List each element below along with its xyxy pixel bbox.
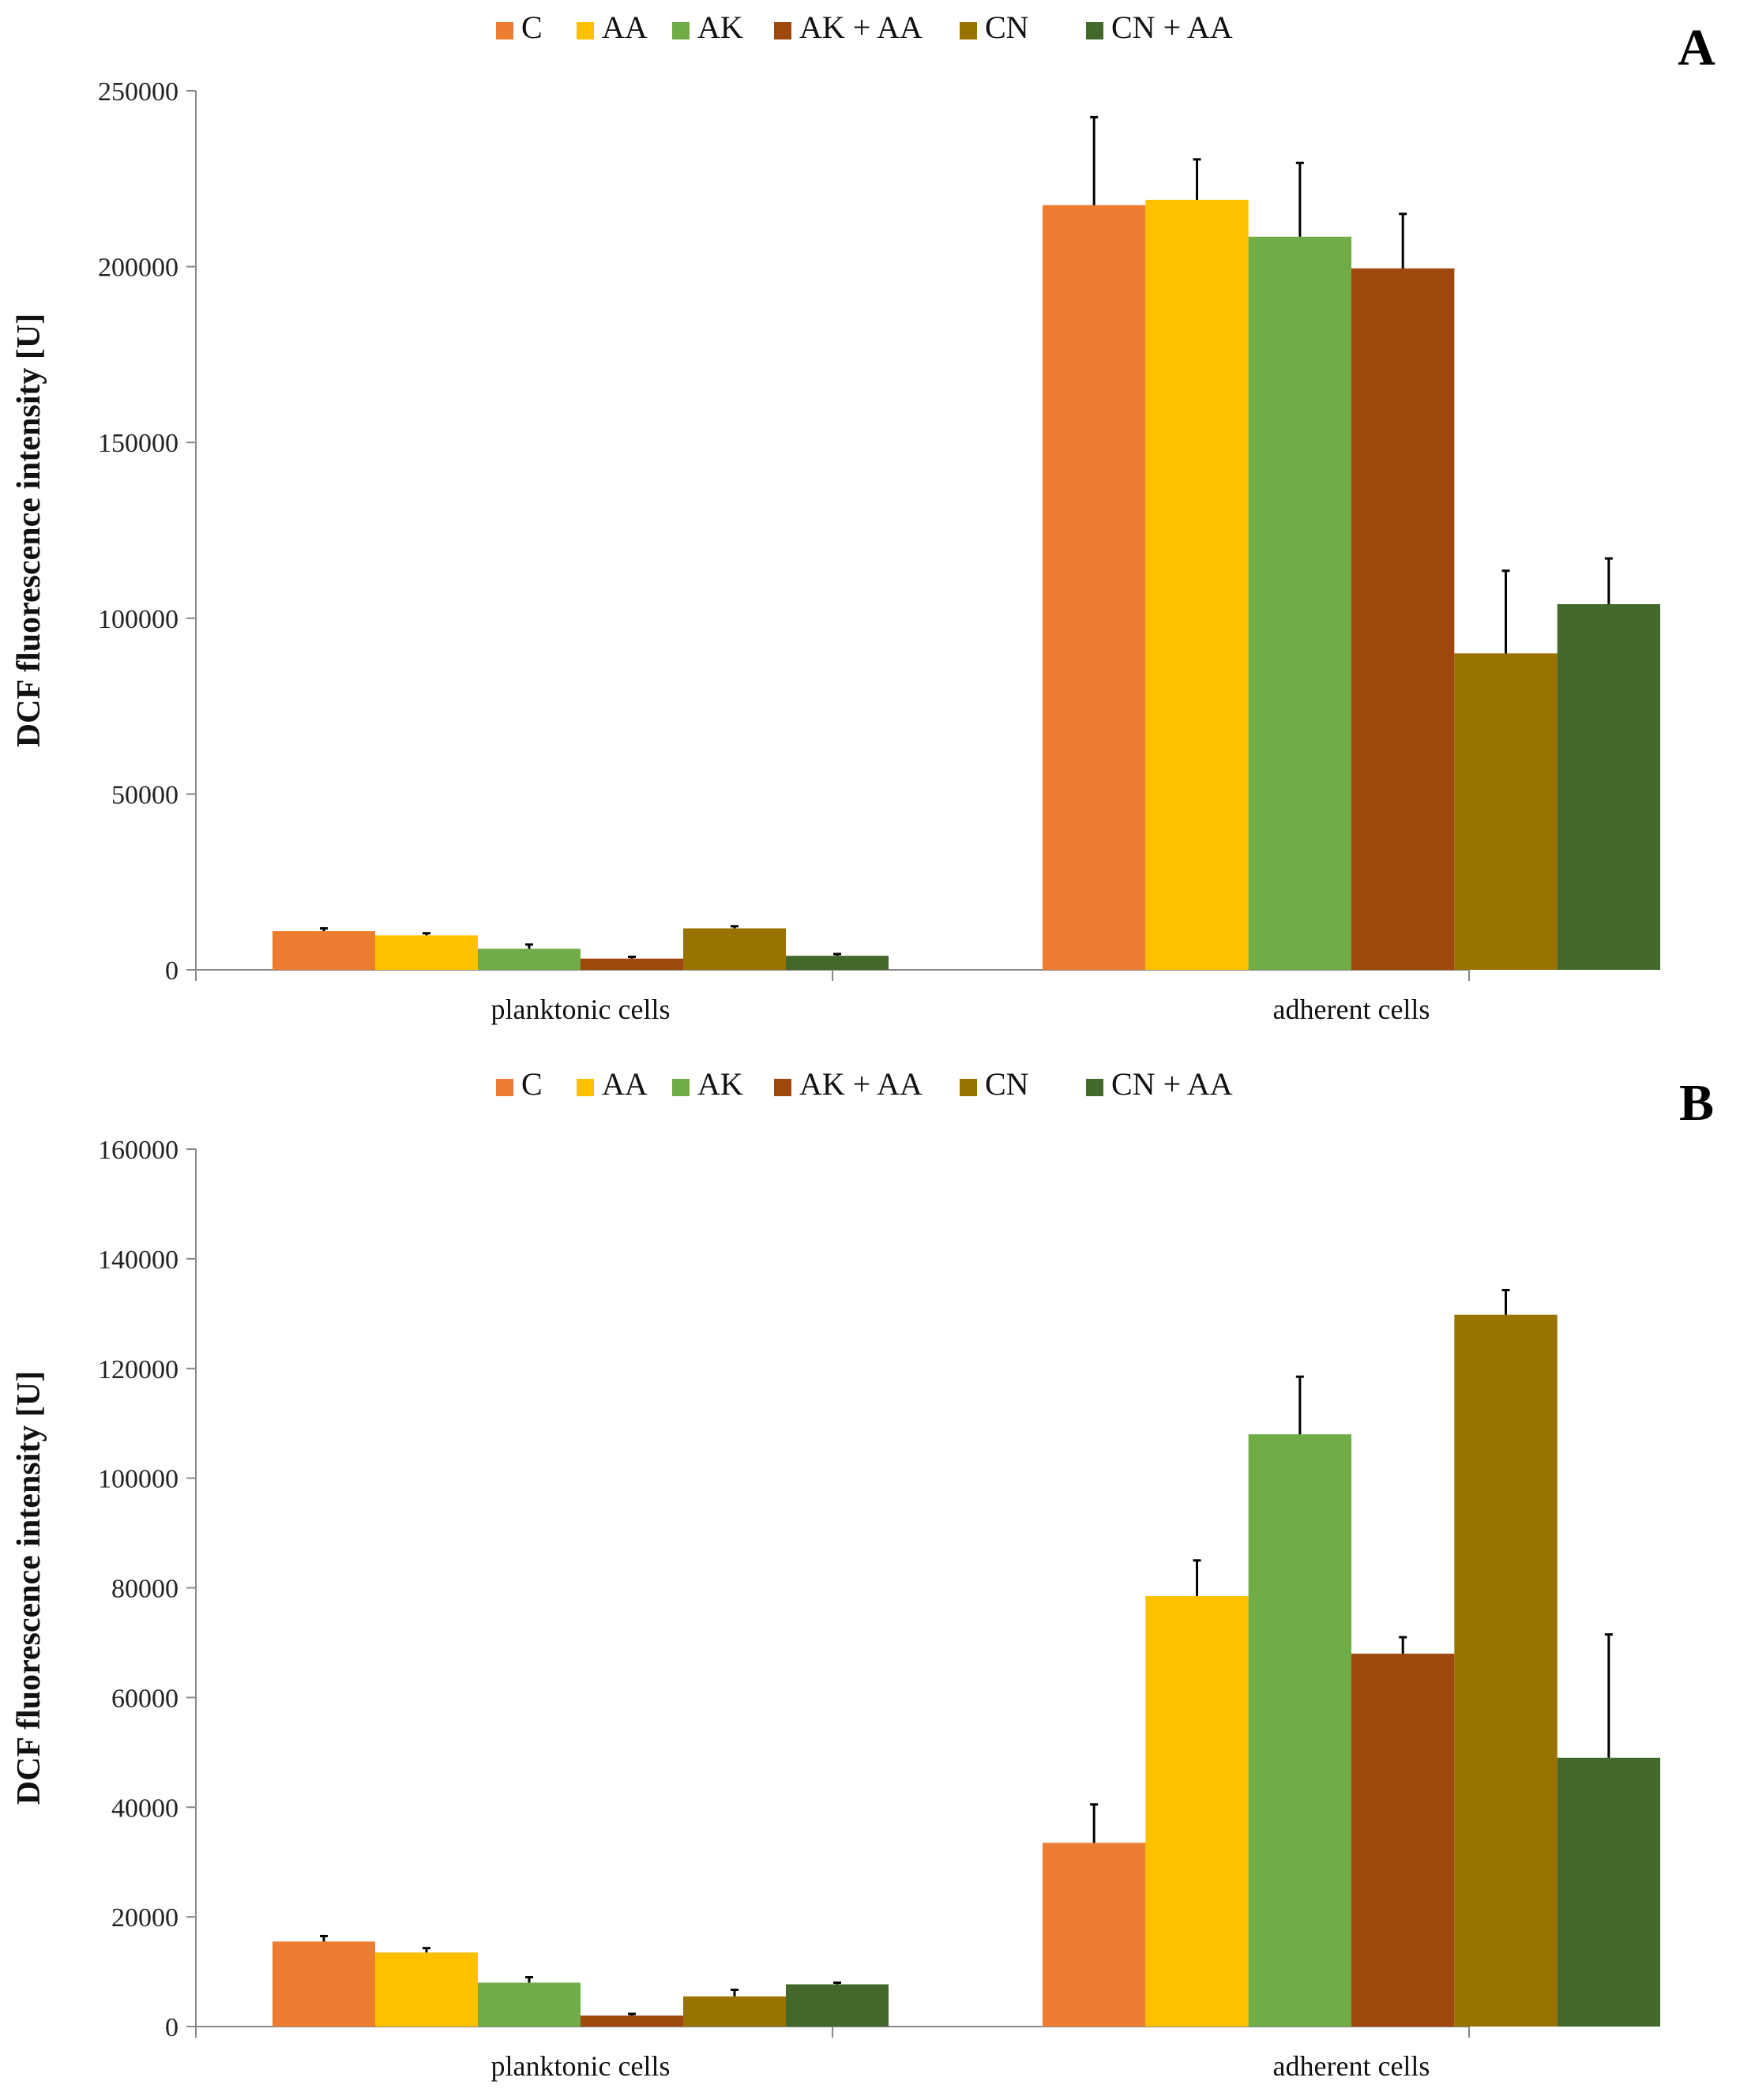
panel-label: B (1679, 1074, 1714, 1132)
y-tick-label: 60000 (111, 1684, 179, 1713)
chart-a-svg: 0 50000 100000 150000 200000 250000 planktonic… (11, 9, 1716, 1025)
legend-swatch (496, 1079, 513, 1096)
category-label: planktonic cells (491, 994, 671, 1025)
chart-panel-b: 0 20000 40000 60000 80000 100000 120000 140000 1… (0, 1050, 1755, 2100)
legend-label: CN + AA (1111, 1066, 1233, 1102)
bar (1454, 1314, 1558, 2027)
legend-label: AA (602, 1066, 648, 1102)
legend-label: AA (602, 9, 648, 45)
bar (1145, 200, 1249, 971)
legend-label: AK + AA (799, 1066, 923, 1102)
y-tick-label: 0 (165, 2013, 179, 2042)
legend-label: C (521, 9, 543, 45)
y-tick-label: 200000 (98, 254, 179, 283)
y-tick-label: 160000 (98, 1136, 179, 1165)
bar (272, 1941, 375, 2027)
y-axis-label: DCF fluorescence intensity [U] (11, 1371, 47, 1805)
legend-label: CN + AA (1111, 9, 1233, 45)
bar (375, 1952, 478, 2027)
bar (1043, 205, 1146, 970)
bar (683, 1996, 786, 2027)
y-tick-label: 250000 (98, 77, 179, 107)
bar (786, 1984, 889, 2027)
legend-label: CN (985, 9, 1029, 45)
legend-swatch (577, 1079, 594, 1096)
legend-label: AK (697, 1066, 743, 1102)
bar (1145, 1595, 1249, 2027)
bar (1557, 1757, 1660, 2027)
bar (1351, 268, 1455, 970)
chart-b-svg: 0 20000 40000 60000 80000 100000 120000 140000 1… (11, 1066, 1714, 2082)
legend-swatch (672, 22, 690, 39)
y-tick-label: 100000 (98, 605, 179, 634)
y-tick-label: 50000 (111, 780, 179, 810)
y-tick-label: 80000 (111, 1575, 179, 1604)
panel-label: A (1678, 19, 1716, 77)
legend-swatch (496, 22, 513, 39)
bar (581, 958, 683, 970)
category-label: adherent cells (1273, 2050, 1430, 2082)
y-axis-label: DCF fluorescence intensity [U] (11, 314, 47, 747)
bar (478, 949, 581, 970)
bar (478, 1982, 581, 2027)
legend-label: C (521, 1066, 543, 1102)
bar (1248, 236, 1351, 970)
legend-label: AK (697, 9, 743, 45)
legend-label: AK + AA (799, 9, 923, 45)
legend-swatch (577, 22, 594, 39)
bar (1043, 1843, 1146, 2027)
category-label: planktonic cells (491, 2050, 671, 2082)
bar (272, 931, 375, 970)
chart-panel-a: 0 50000 100000 150000 200000 250000 planktonic… (11, 9, 1716, 1025)
legend-swatch (1086, 1079, 1103, 1096)
legend-swatch (960, 1079, 977, 1096)
legend-swatch (774, 22, 791, 39)
bar (581, 2015, 683, 2027)
bar (375, 935, 478, 970)
y-tick-label: 20000 (111, 1903, 179, 1933)
legend-swatch (774, 1079, 791, 1096)
legend-label: CN (985, 1066, 1029, 1102)
y-tick-label: 100000 (98, 1465, 179, 1494)
legend-swatch (672, 1079, 690, 1096)
category-label: adherent cells (1273, 994, 1430, 1025)
legend-swatch (1086, 22, 1103, 39)
bar (786, 956, 889, 970)
bar (1557, 603, 1660, 970)
y-tick-label: 120000 (98, 1355, 179, 1384)
y-tick-label: 140000 (98, 1245, 179, 1275)
bar (683, 928, 786, 970)
bar (1351, 1653, 1455, 2027)
bar (1454, 653, 1558, 970)
y-tick-label: 150000 (98, 429, 179, 458)
legend-swatch (960, 22, 977, 39)
y-tick-label: 0 (165, 956, 179, 986)
y-tick-label: 40000 (111, 1794, 179, 1823)
bar (1248, 1434, 1351, 2027)
